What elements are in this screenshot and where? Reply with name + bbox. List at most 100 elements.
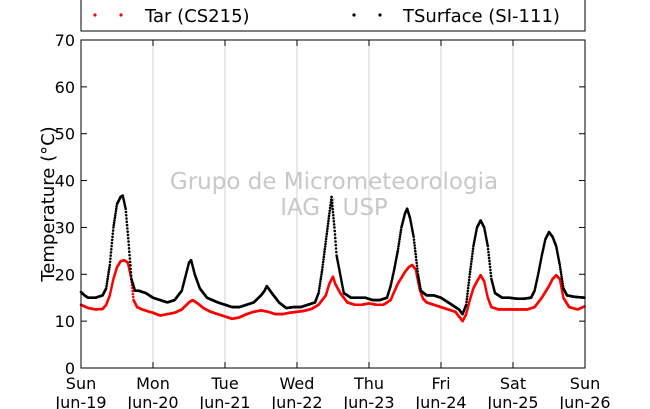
data-point: [323, 247, 327, 251]
data-point: [413, 247, 417, 250]
data-point: [325, 232, 329, 236]
x-tick-label-date: Jun-26: [558, 393, 610, 409]
data-point: [318, 284, 321, 288]
legend-marker-tar: [119, 13, 123, 17]
data-point: [108, 265, 111, 269]
legend-marker-tsurface: [352, 13, 356, 17]
watermark-line-1: Grupo de Micrometeorologia: [170, 169, 498, 195]
y-tick-label: 10: [55, 312, 75, 331]
data-point: [488, 265, 492, 269]
data-point: [129, 267, 132, 271]
data-point: [107, 270, 111, 274]
data-point: [468, 275, 471, 279]
data-point: [326, 224, 330, 228]
data-point: [334, 240, 337, 243]
data-point: [559, 270, 563, 274]
y-axis: 0 10 20 30 40 50 60 70: [55, 31, 585, 378]
data-point: [561, 284, 565, 288]
data-point: [324, 237, 328, 241]
data-point: [126, 227, 129, 230]
data-point: [465, 300, 468, 304]
data-point: [558, 263, 562, 267]
data-point: [397, 240, 401, 243]
data-point: [489, 268, 492, 272]
data-point: [489, 271, 493, 275]
data-point: [126, 236, 130, 240]
data-point: [466, 289, 470, 293]
watermark: Grupo de Micrometeorologia IAG / USP: [170, 169, 498, 221]
data-point: [467, 281, 471, 284]
legend-label-tsurface: TSurface (SI-111): [402, 6, 560, 27]
data-point: [129, 270, 133, 274]
data-point: [124, 210, 128, 214]
data-point: [467, 278, 471, 282]
data-point: [328, 206, 332, 210]
data-point: [321, 260, 325, 264]
data-point: [330, 198, 334, 202]
data-point: [418, 283, 422, 286]
data-point: [331, 210, 335, 214]
data-point: [125, 223, 129, 227]
data-point: [560, 277, 564, 281]
data-point: [414, 249, 417, 253]
data-point: [112, 223, 116, 227]
data-point: [487, 250, 490, 254]
data-point: [396, 247, 400, 250]
data-point: [326, 222, 330, 225]
data-point: [330, 195, 333, 199]
data-point: [417, 275, 420, 278]
y-tick-label: 40: [55, 172, 75, 191]
data-point: [333, 226, 336, 229]
data-point: [333, 233, 337, 236]
data-point: [109, 251, 113, 254]
data-point: [323, 250, 326, 254]
data-point: [334, 243, 338, 247]
data-point: [329, 203, 332, 207]
data-point: [320, 268, 324, 271]
data-point: [125, 217, 128, 220]
x-tick-label-date: Jun-22: [270, 393, 322, 409]
data-point: [465, 297, 469, 301]
data-point: [331, 204, 334, 208]
data-point: [318, 282, 322, 285]
data-point: [106, 277, 109, 281]
data-point: [131, 295, 135, 299]
x-tick-label-date: Jun-23: [342, 393, 394, 409]
data-point: [331, 207, 335, 211]
data-point: [487, 256, 491, 260]
data-point: [325, 235, 328, 238]
data-point: [469, 267, 472, 271]
data-point: [327, 214, 331, 218]
data-point: [115, 205, 118, 208]
data-point: [324, 240, 328, 243]
x-tick-label-day: Sat: [500, 374, 526, 393]
y-tick-label: 0: [65, 359, 75, 378]
data-point: [113, 216, 117, 220]
data-point: [419, 287, 422, 290]
data-point: [397, 242, 401, 246]
x-tick-label-date: Jun-24: [414, 393, 466, 409]
data-point: [324, 242, 327, 246]
y-tick-label: 50: [55, 125, 75, 144]
data-point: [317, 291, 320, 295]
data-point: [129, 264, 132, 267]
data-point: [399, 228, 403, 232]
data-point: [127, 247, 131, 250]
data-point: [417, 277, 420, 280]
data-point: [415, 258, 418, 262]
data-point: [109, 254, 112, 257]
legend-label-tar: Tar (CS215): [144, 6, 250, 27]
data-point: [471, 252, 474, 256]
data-point: [111, 232, 115, 235]
data-point: [489, 274, 493, 278]
data-point: [333, 229, 337, 233]
data-point: [112, 226, 115, 229]
data-point: [418, 281, 421, 284]
data-point: [418, 285, 422, 288]
data-point: [413, 241, 416, 244]
series-tar: [79, 258, 586, 323]
series-tsurface: [79, 194, 586, 316]
data-point: [333, 236, 337, 240]
data-point: [470, 257, 474, 261]
